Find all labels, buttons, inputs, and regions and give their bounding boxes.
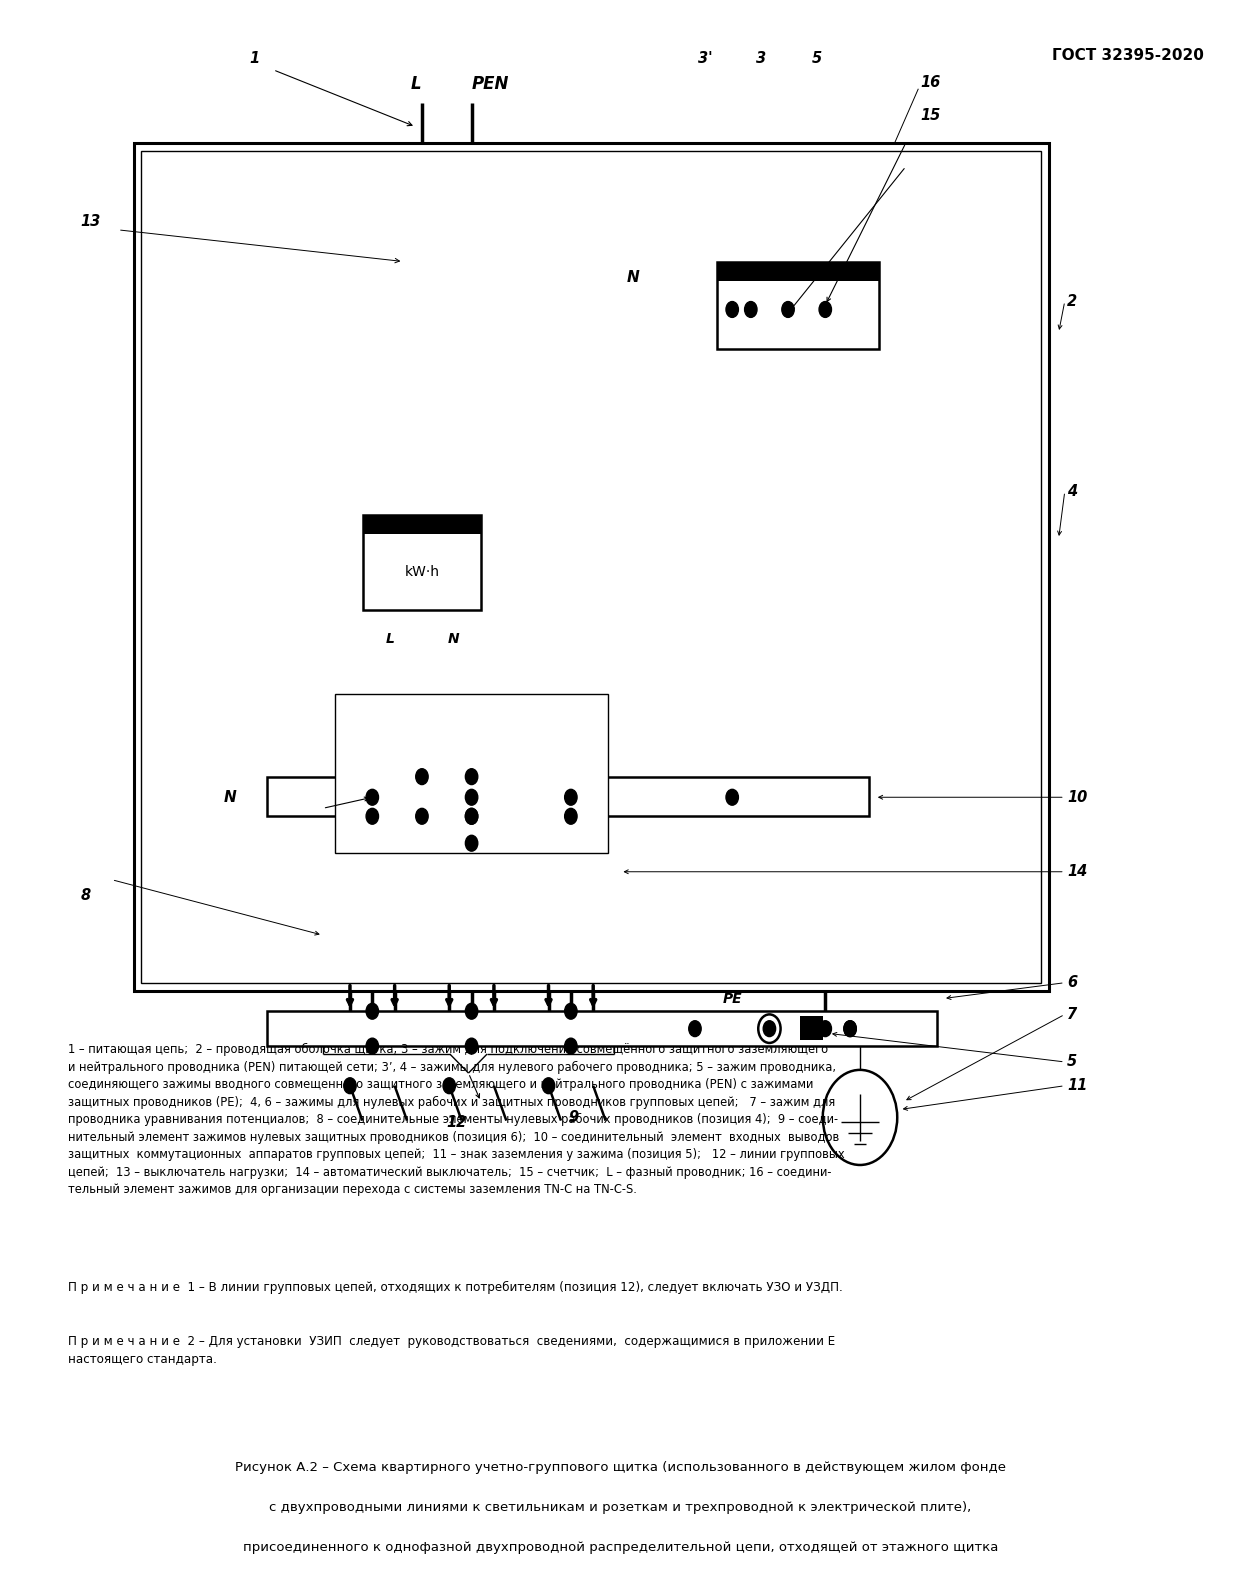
Text: 9: 9 (568, 1110, 580, 1125)
Circle shape (366, 1003, 379, 1019)
Bar (141, 151, 1041, 983)
Bar (134, 143, 1049, 991)
Text: 3: 3 (756, 51, 766, 67)
Circle shape (416, 769, 428, 785)
Circle shape (465, 1038, 478, 1054)
Text: N: N (223, 789, 236, 805)
Text: 8: 8 (81, 888, 91, 903)
Text: 4: 4 (1067, 483, 1077, 499)
Text: PEN: PEN (472, 74, 509, 94)
Bar (800, 1016, 823, 1040)
Text: 16: 16 (921, 74, 941, 90)
Text: ГОСТ 32395-2020: ГОСТ 32395-2020 (1052, 48, 1204, 62)
Circle shape (366, 789, 379, 805)
Text: L: L (386, 632, 395, 645)
Circle shape (726, 789, 738, 805)
Circle shape (465, 808, 478, 824)
Text: 10: 10 (1067, 789, 1087, 805)
Circle shape (443, 1078, 455, 1094)
Circle shape (416, 808, 428, 824)
Bar (717, 262, 879, 349)
Text: L: L (411, 74, 421, 94)
Circle shape (689, 1021, 701, 1037)
Circle shape (844, 1021, 856, 1037)
Text: 11: 11 (1067, 1078, 1087, 1094)
Circle shape (366, 808, 379, 824)
Circle shape (763, 1021, 776, 1037)
Circle shape (565, 1038, 577, 1054)
Bar (364, 515, 482, 610)
Circle shape (844, 1021, 856, 1037)
Text: 1: 1 (249, 51, 259, 67)
Text: 1 – питающая цепь;  2 – проводящая оболочка щитка; 3 – зажим для подключения сов: 1 – питающая цепь; 2 – проводящая оболоч… (68, 1043, 845, 1197)
Circle shape (465, 1003, 478, 1019)
Text: 13: 13 (81, 214, 101, 230)
Circle shape (366, 1038, 379, 1054)
Bar (267, 1011, 937, 1046)
Text: 3': 3' (697, 51, 712, 67)
Text: kW·h: kW·h (405, 566, 439, 579)
Bar (364, 515, 482, 534)
Text: П р и м е ч а н и е  1 – В линии групповых цепей, отходящих к потребителям (пози: П р и м е ч а н и е 1 – В линии групповы… (68, 1281, 843, 1293)
Bar (267, 777, 869, 816)
Bar (335, 694, 608, 853)
Circle shape (726, 301, 738, 317)
Text: 5: 5 (1067, 1054, 1077, 1070)
Text: 6: 6 (1067, 975, 1077, 991)
Text: П р и м е ч а н и е  2 – Для установки  УЗИП  следует  руководствоваться  сведен: П р и м е ч а н и е 2 – Для установки УЗ… (68, 1335, 835, 1366)
Text: PE: PE (722, 992, 742, 1005)
Circle shape (819, 301, 831, 317)
Circle shape (542, 1078, 555, 1094)
Circle shape (465, 835, 478, 851)
Circle shape (344, 1078, 356, 1094)
Text: Рисунок А.2 – Схема квартирного учетно-группового щитка (использованного в дейст: Рисунок А.2 – Схема квартирного учетно-г… (235, 1461, 1006, 1474)
Text: 7: 7 (1067, 1006, 1077, 1022)
Text: 2: 2 (1067, 293, 1077, 309)
Text: 14: 14 (1067, 864, 1087, 880)
Text: присоединенного к однофазной двухпроводной распределительной цепи, отходящей от : присоединенного к однофазной двухпроводн… (243, 1541, 998, 1553)
Circle shape (819, 1021, 831, 1037)
Text: N: N (627, 269, 639, 285)
Circle shape (782, 301, 794, 317)
Circle shape (565, 789, 577, 805)
Text: 12: 12 (446, 1114, 467, 1130)
Circle shape (465, 769, 478, 785)
Bar (717, 262, 879, 281)
Circle shape (745, 301, 757, 317)
Text: с двухпроводными линиями к светильникам и розеткам и трехпроводной к электрическ: с двухпроводными линиями к светильникам … (269, 1501, 972, 1514)
Circle shape (565, 1003, 577, 1019)
Text: 15: 15 (921, 108, 941, 124)
Text: 5: 5 (812, 51, 822, 67)
Text: N: N (448, 632, 459, 645)
Circle shape (465, 789, 478, 805)
Circle shape (465, 808, 478, 824)
Circle shape (565, 808, 577, 824)
